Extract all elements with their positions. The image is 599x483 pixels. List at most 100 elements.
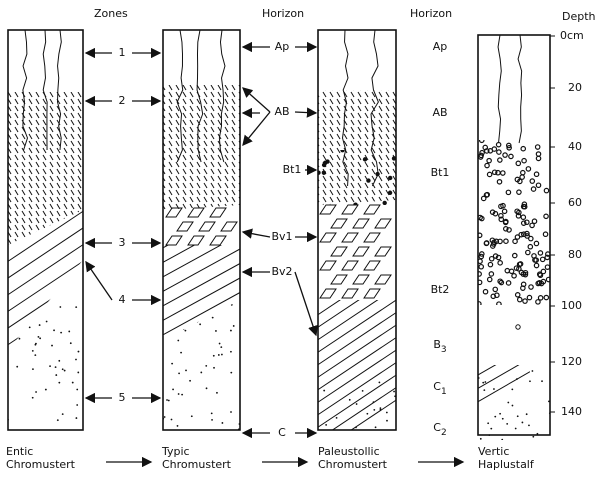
dot <box>34 354 37 357</box>
dot <box>505 142 512 149</box>
crack <box>196 29 204 163</box>
depth-label: 20 <box>568 81 582 94</box>
profile-column <box>162 29 241 431</box>
dot <box>478 251 485 257</box>
horizon-label: C1 <box>433 380 446 397</box>
crack <box>517 34 523 144</box>
dot <box>516 415 519 418</box>
dot <box>533 171 540 178</box>
ped <box>209 235 227 246</box>
layer-line <box>163 330 240 340</box>
dot <box>366 412 369 415</box>
dot <box>531 370 534 372</box>
dot <box>496 178 503 185</box>
dot <box>387 190 393 195</box>
dot <box>505 280 512 286</box>
dot <box>200 303 203 306</box>
dot <box>55 374 58 376</box>
layer-line <box>8 306 83 350</box>
dot <box>511 252 518 259</box>
layer-line <box>318 334 396 396</box>
dot <box>497 260 503 266</box>
dot <box>518 231 525 238</box>
dot <box>486 171 493 178</box>
dot <box>212 354 215 357</box>
dot <box>340 150 345 153</box>
dot <box>172 388 174 391</box>
dot <box>355 426 357 429</box>
dot <box>490 241 497 247</box>
layer-line <box>8 272 83 334</box>
dot <box>524 233 530 239</box>
dot <box>536 280 543 286</box>
layer-line <box>318 300 396 333</box>
dot <box>348 398 351 401</box>
dot <box>178 372 180 375</box>
dot <box>491 169 498 176</box>
dot <box>478 140 485 144</box>
horizon-base: C <box>433 380 441 393</box>
dot <box>54 366 57 369</box>
dot <box>497 157 503 163</box>
dot <box>497 238 503 245</box>
dot <box>75 358 77 361</box>
layer-line <box>318 347 396 408</box>
layer-line <box>8 289 83 350</box>
dot <box>495 141 502 148</box>
dot <box>479 215 485 222</box>
dot <box>56 419 59 422</box>
dot <box>61 368 64 371</box>
dot <box>520 214 527 221</box>
layer-line <box>318 300 396 346</box>
dot <box>361 389 364 392</box>
dot <box>177 393 180 395</box>
horizon-sub: 3 <box>441 345 447 355</box>
arrow <box>242 87 271 113</box>
dot <box>211 418 213 421</box>
dot <box>521 421 524 424</box>
dot <box>232 325 235 327</box>
crack <box>497 34 502 144</box>
horizon-label: AB <box>274 105 289 118</box>
ped <box>330 274 348 285</box>
dot <box>230 350 232 353</box>
dot <box>373 409 376 411</box>
dots <box>323 381 396 429</box>
zone-label: 5 <box>119 391 126 404</box>
dot <box>500 170 506 176</box>
dot <box>526 294 533 301</box>
crack <box>57 29 62 151</box>
dot <box>502 226 509 232</box>
dot <box>516 296 523 303</box>
profile-name: Chromustert <box>6 458 76 471</box>
dot <box>503 238 509 245</box>
dot <box>177 339 180 342</box>
dot <box>492 286 499 293</box>
ped <box>341 260 359 271</box>
dot <box>539 256 546 263</box>
dot <box>478 253 485 260</box>
dot <box>520 169 526 176</box>
dot <box>49 365 51 368</box>
dot <box>375 171 380 177</box>
dot <box>522 298 528 304</box>
dots <box>318 150 396 205</box>
horizon-label: Bt2 <box>431 283 450 296</box>
dot <box>529 222 535 229</box>
arrow <box>294 271 319 337</box>
dot <box>515 160 522 167</box>
dot <box>184 329 187 332</box>
horizon-label: Bv1 <box>271 230 292 243</box>
dot <box>501 438 504 440</box>
dot <box>543 187 550 194</box>
layer-line <box>163 286 240 340</box>
profile-column <box>7 29 84 431</box>
horizon-label: Ap <box>275 40 290 53</box>
depth-label: 140 <box>561 405 582 418</box>
dot <box>16 365 19 368</box>
dot <box>513 265 520 271</box>
dot <box>218 342 221 345</box>
horizon-base: C <box>433 421 441 434</box>
depth-header: Depth <box>562 10 596 23</box>
dot <box>59 306 62 308</box>
